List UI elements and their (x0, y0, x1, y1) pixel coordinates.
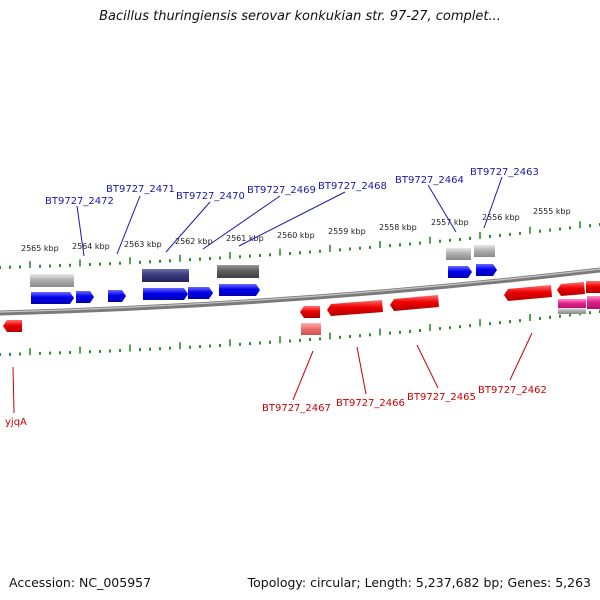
accession-text: Accession: NC_005957 (9, 575, 152, 590)
gene-label-BT9727-2470[interactable]: BT9727_2470 (176, 191, 245, 202)
gene-label-BT9727-2462[interactable]: BT9727_2462 (478, 385, 547, 396)
forward-gene-labels: BT9727_2472 BT9727_2471 BT9727_2470 BT97… (45, 167, 539, 207)
gene-BT9727-2465[interactable] (390, 295, 439, 311)
gene-BT9727-2463[interactable] (476, 264, 497, 276)
gene-rna[interactable] (30, 274, 74, 287)
gene-BT9727-2471[interactable] (108, 290, 126, 302)
gene-rna[interactable] (446, 248, 471, 260)
gene-label-BT9727-2467[interactable]: BT9727_2467 (262, 403, 331, 414)
gene-label-BT9727-2468[interactable]: BT9727_2468 (318, 181, 387, 192)
gene-label-yjqA[interactable]: yjqA (5, 417, 27, 428)
gene-BT9727-2467[interactable] (300, 306, 320, 318)
ruler-label: 2556 kbp (482, 213, 520, 222)
reverse-label-connectors (12, 332, 533, 414)
topology-text: Topology: circular; Length: 5,237,682 bp… (247, 575, 591, 590)
genome-title: Bacillus thuringiensis serovar konkukian… (99, 9, 501, 24)
gene-misc[interactable] (558, 299, 586, 309)
forward-label-connectors (76, 176, 503, 257)
gene-forward[interactable] (76, 291, 94, 303)
gene-label-BT9727-2469[interactable]: BT9727_2469 (247, 185, 316, 196)
gene-label-BT9727-2465[interactable]: BT9727_2465 (407, 392, 476, 403)
ruler-label: 2562 kbp (175, 237, 213, 246)
ruler-label: 2563 kbp (124, 240, 162, 249)
reverse-strand-genes (3, 281, 600, 335)
gene-label-BT9727-2463[interactable]: BT9727_2463 (470, 167, 539, 178)
gene-reverse[interactable] (557, 282, 585, 296)
gene-misc[interactable] (587, 296, 600, 309)
lower-ruler-ticks (0, 308, 600, 356)
gene-BT9727-2464[interactable] (448, 266, 472, 278)
ruler-label: 2559 kbp (328, 227, 366, 236)
gene-BT9727-2472[interactable] (31, 292, 74, 304)
gene-rna[interactable] (474, 245, 495, 257)
forward-strand-genes (30, 245, 497, 304)
gene-rna[interactable] (558, 308, 586, 314)
reverse-gene-labels: yjqA BT9727_2467 BT9727_2466 BT9727_2465… (5, 385, 547, 428)
genome-backbone (0, 267, 600, 316)
ruler-label: 2564 kbp (72, 242, 110, 251)
gene-pseudo[interactable] (142, 269, 189, 282)
gene-yjqA[interactable] (3, 320, 22, 332)
ruler-label: 2565 kbp (21, 244, 59, 253)
gene-BT9727-2470[interactable] (143, 288, 188, 300)
gene-label-BT9727-2472[interactable]: BT9727_2472 (45, 196, 114, 207)
gene-pale[interactable] (301, 323, 321, 335)
gene-label-BT9727-2464[interactable]: BT9727_2464 (395, 175, 464, 186)
upper-ruler-ticks (0, 221, 600, 269)
gene-dark[interactable] (217, 265, 259, 278)
genome-backbone-highlight (0, 268, 600, 313)
gene-BT9727-2466[interactable] (327, 300, 383, 316)
ruler-label: 2555 kbp (533, 207, 571, 216)
gene-label-BT9727-2466[interactable]: BT9727_2466 (336, 398, 405, 409)
ruler-label: 2560 kbp (277, 231, 315, 240)
gene-misc[interactable] (586, 281, 600, 293)
gene-BT9727-2468[interactable] (219, 284, 260, 296)
ruler-label: 2558 kbp (379, 223, 417, 232)
gene-BT9727-2469[interactable] (188, 287, 213, 299)
ruler-label: 2561 kbp (226, 234, 264, 243)
gene-label-BT9727-2471[interactable]: BT9727_2471 (106, 184, 175, 195)
gene-BT9727-2462[interactable] (504, 285, 552, 301)
